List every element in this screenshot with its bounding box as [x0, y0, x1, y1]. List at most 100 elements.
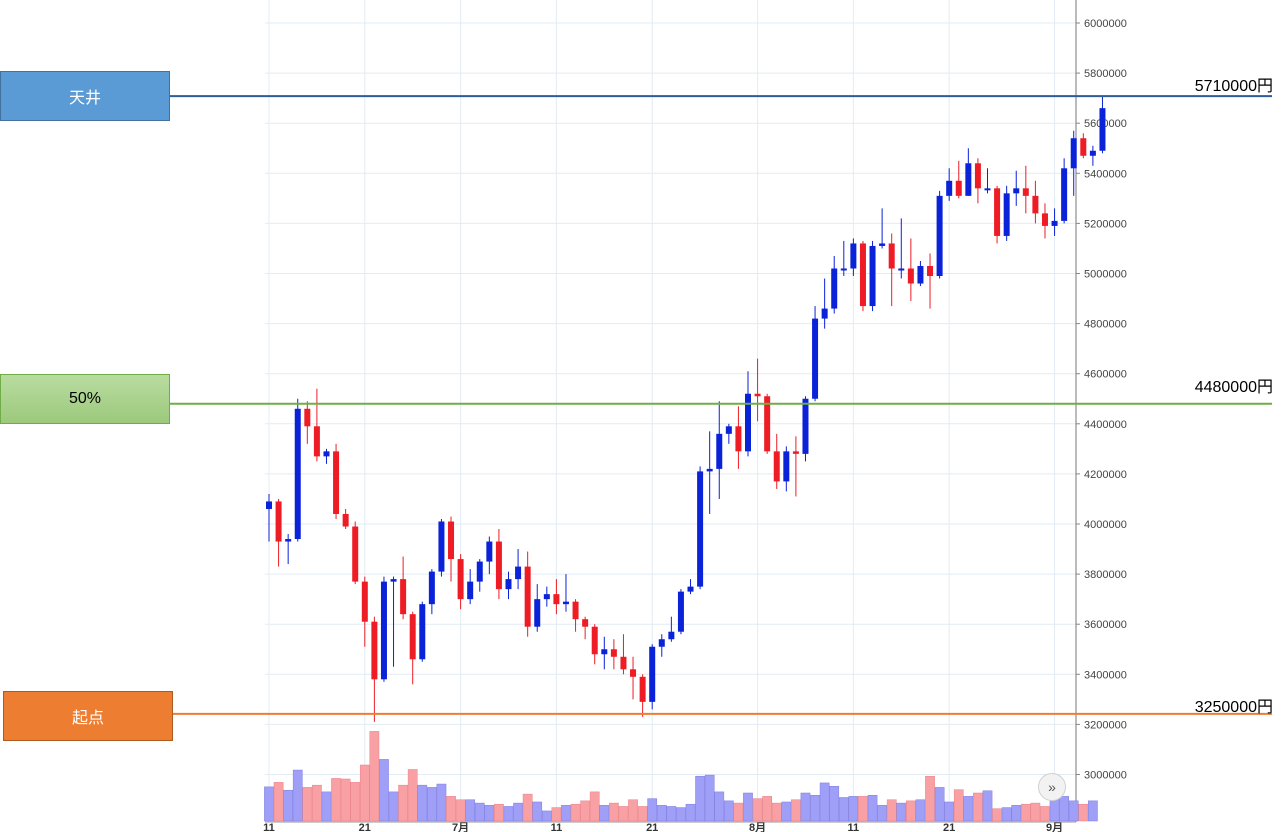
y-tick-label: 5400000	[1084, 168, 1127, 180]
candle-body	[677, 591, 684, 632]
volume-bar	[1040, 806, 1050, 822]
volume-bar	[982, 790, 993, 822]
y-tick-label: 3200000	[1084, 719, 1127, 731]
y-tick-label: 3800000	[1084, 569, 1127, 581]
candle-body	[630, 669, 637, 677]
level-price-top: 5710000円	[1194, 78, 1273, 95]
volume-bar	[925, 775, 935, 822]
candle-body	[448, 521, 455, 560]
scroll-right-button[interactable]: »	[1038, 773, 1066, 801]
volume-bar	[292, 769, 303, 822]
candle-body	[543, 594, 550, 600]
level-lines	[170, 95, 1272, 715]
volume-bar	[838, 797, 849, 822]
volume-bar	[704, 774, 715, 822]
volume-bars	[264, 731, 1098, 822]
volume-bar	[953, 789, 964, 822]
y-tick-label: 3600000	[1084, 619, 1127, 631]
volume-bar	[331, 778, 341, 822]
candle-body	[323, 451, 330, 457]
candle-body	[342, 513, 349, 527]
volume-bar	[1020, 803, 1031, 822]
candle-body	[754, 393, 761, 397]
volume-bar	[312, 784, 322, 822]
candle-body	[869, 245, 876, 307]
candle-body	[946, 180, 953, 196]
candle-body	[601, 649, 608, 655]
y-tick-label: 5000000	[1084, 269, 1127, 281]
candle-body	[725, 426, 732, 434]
y-tick-label: 4200000	[1084, 469, 1127, 481]
candle-body	[907, 268, 914, 284]
y-tick-label: 4400000	[1084, 419, 1127, 431]
volume-bar	[302, 787, 313, 822]
y-tick-label: 6000000	[1084, 18, 1127, 30]
candle-body	[735, 426, 742, 452]
candle-body	[917, 265, 924, 284]
volume-bar	[321, 791, 332, 822]
volume-bar	[896, 802, 907, 822]
volume-bar	[944, 801, 955, 822]
candle-body	[534, 599, 541, 627]
candle-body	[524, 566, 531, 627]
candle-body	[1013, 188, 1020, 194]
candle-body	[898, 268, 905, 271]
candle-body	[831, 268, 838, 309]
x-tick-label: 11	[551, 822, 563, 832]
volume-bar	[1088, 800, 1098, 822]
volume-bar	[752, 798, 763, 822]
candle-body	[428, 571, 435, 605]
volume-bar	[906, 800, 916, 822]
candle-body	[974, 163, 981, 189]
candle-body	[792, 451, 799, 454]
x-tick-label: 21	[943, 822, 955, 832]
candle-body	[994, 188, 1001, 236]
candle-body	[649, 646, 656, 702]
volume-bar	[494, 803, 504, 822]
volume-bar	[628, 799, 638, 822]
volume-bar	[858, 796, 868, 822]
candle-body	[1041, 213, 1048, 226]
candle-body	[927, 265, 934, 277]
candle-body	[505, 579, 512, 590]
y-tick-label: 4600000	[1084, 369, 1127, 381]
volume-bar	[283, 789, 294, 822]
volume-bar	[992, 808, 1002, 822]
volume-bar	[647, 798, 658, 822]
x-tick-label: 11	[848, 822, 860, 832]
candle-body	[1099, 108, 1106, 151]
volume-bar	[819, 782, 830, 822]
volume-bar	[973, 792, 983, 822]
chart-grid: 3000000 3200000 3400000 3600000 3800000 40000…	[263, 0, 1127, 832]
candle-body	[495, 541, 502, 590]
candle-body	[1080, 138, 1087, 156]
candle-body	[965, 163, 972, 196]
candle-body	[591, 626, 598, 655]
candle-body	[936, 195, 943, 277]
volume-bar	[1078, 803, 1089, 822]
volume-bar	[618, 806, 629, 822]
volume-bar	[589, 791, 600, 822]
candle-body	[582, 619, 589, 627]
candle-body	[620, 656, 627, 670]
x-tick-label: 21	[646, 822, 658, 832]
candle-body	[275, 501, 282, 542]
volume-bar	[369, 731, 380, 822]
candle-body	[553, 594, 560, 605]
candle-body	[984, 188, 991, 191]
volume-bar	[771, 802, 782, 822]
candle-body	[285, 539, 292, 542]
price-axis	[265, 0, 1077, 823]
candle-body	[400, 579, 407, 615]
candle-body	[409, 614, 416, 660]
candle-body	[802, 398, 809, 454]
volume-bar	[513, 802, 523, 822]
x-tick-label: 11	[263, 822, 275, 832]
y-tick-label: 3400000	[1084, 669, 1127, 681]
volume-bar	[407, 769, 418, 822]
candle-body	[266, 501, 272, 509]
volume-bar	[541, 810, 552, 822]
candle-body	[879, 243, 886, 246]
volume-bar	[609, 802, 619, 822]
